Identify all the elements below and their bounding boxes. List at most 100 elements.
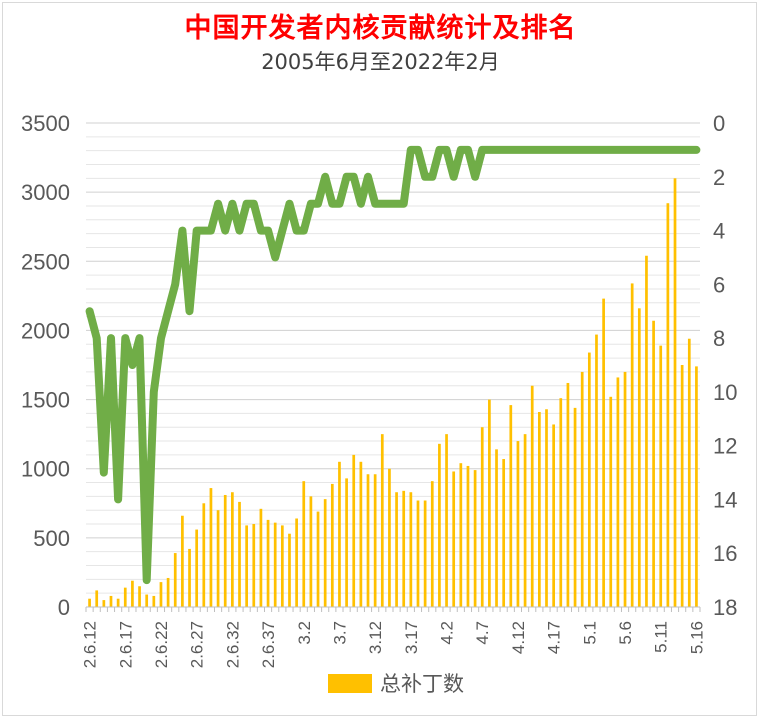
bar-patches (345, 478, 348, 607)
bar-patches (595, 334, 598, 607)
chart-subtitle: 2005年6月至2022年2月 (261, 50, 500, 74)
y-left-tick-label: 0 (58, 595, 70, 620)
bar-patches (138, 586, 141, 607)
bar-patches (395, 492, 398, 607)
bar-patches (338, 461, 341, 607)
bar-patches (231, 492, 234, 607)
bar-patches (637, 308, 641, 607)
x-tick-label: 3.7 (330, 621, 349, 645)
bar-patches (438, 443, 441, 607)
bar-patches (352, 454, 356, 607)
bar-patches (366, 474, 370, 607)
x-tick-label: 2.6.32 (223, 621, 242, 668)
y-right-tick-label: 14 (713, 487, 737, 512)
bar-patches (488, 399, 491, 607)
chart-title: 中国开发者内核贡献统计及排名 (184, 13, 577, 44)
bar-patches (409, 492, 413, 607)
bar-patches (402, 490, 406, 607)
bar-patches (473, 470, 477, 607)
bar-patches (88, 598, 91, 607)
bar-patches (316, 511, 320, 607)
bar-patches (102, 600, 106, 607)
x-tick-label: 3.17 (402, 621, 421, 654)
x-tick-label: 4.7 (473, 621, 492, 645)
y-left-tick-label: 1500 (21, 388, 70, 413)
bar-patches (166, 577, 170, 607)
bar-patches (587, 352, 591, 607)
bar-patches (273, 522, 277, 607)
bar-patches (380, 434, 384, 607)
bar-patches (123, 587, 127, 607)
bar-patches (552, 424, 555, 607)
bar-patches (223, 494, 227, 607)
bar-patches (416, 500, 420, 607)
bar-patches (131, 580, 134, 607)
legend-label-patches: 总补丁数 (380, 672, 464, 696)
x-tick-label: 3.2 (295, 621, 314, 645)
bar-patches (216, 510, 220, 607)
bar-patches (666, 203, 670, 607)
bar-patches (323, 499, 327, 607)
rank-line (85, 145, 701, 585)
bar-patches (280, 525, 284, 607)
x-tick-label: 2.6.37 (259, 621, 278, 668)
bar-patches (252, 524, 256, 607)
bar-patches (445, 434, 448, 607)
x-tick-label: 5.6 (616, 621, 635, 645)
bar-patches (509, 405, 513, 607)
bar-patches (330, 483, 334, 607)
bar-patches (373, 474, 377, 607)
y-right-tick-label: 12 (713, 434, 737, 459)
bar-patches (695, 366, 698, 607)
bar-patches (159, 582, 163, 607)
bar-patches (116, 598, 120, 607)
y-left-tick-label: 3500 (21, 111, 70, 136)
x-tick-label: 2.6.27 (188, 621, 207, 668)
bar-patches (195, 529, 199, 607)
legend-swatch-patches (328, 673, 372, 693)
bar-patches (430, 481, 434, 607)
bar-patches (623, 371, 627, 607)
bar-patches (523, 434, 527, 607)
x-tick-label: 5.1 (580, 621, 599, 645)
bar-patches (652, 320, 655, 607)
bar-patches (152, 595, 156, 607)
bar-patches (530, 385, 534, 607)
bar-patches (516, 441, 520, 607)
y-right-tick-label: 0 (713, 111, 725, 136)
bar-patches (288, 533, 291, 607)
y-right-tick-label: 10 (713, 380, 737, 405)
bar-patches (609, 396, 613, 607)
bar-patches (245, 525, 248, 607)
bar-patches (388, 468, 391, 607)
bar-patches (673, 178, 677, 608)
bar-patches (238, 501, 241, 607)
bar-patches (602, 298, 605, 607)
y-left-tick-label: 1000 (21, 457, 70, 482)
bar-patches (495, 449, 498, 607)
bar-patches (580, 371, 584, 607)
bar-patches (202, 503, 206, 607)
chart-legend: 总补丁数 (328, 668, 464, 698)
x-tick-label: 2.6.12 (81, 621, 100, 668)
y-right-tick-label: 16 (713, 541, 737, 566)
bar-patches (687, 338, 691, 607)
y-right-tick-label: 8 (713, 326, 725, 351)
x-tick-label: 2.6.17 (116, 621, 135, 668)
bar-patches (502, 459, 506, 607)
bar-patches (630, 283, 634, 607)
bar-patches (209, 488, 213, 607)
bar-patches (173, 553, 177, 607)
y-left-tick-label: 3000 (21, 180, 70, 205)
bar-patches (545, 409, 548, 607)
bar-patches (302, 481, 306, 607)
bar-patches (616, 377, 620, 607)
y-right-tick-label: 18 (713, 595, 737, 620)
y-right-tick-label: 6 (713, 272, 725, 297)
x-tick-label: 4.17 (545, 621, 564, 654)
bar-patches (480, 427, 484, 607)
bar-patches (188, 548, 191, 607)
bar-patches (145, 594, 149, 607)
x-tick-label: 3.12 (366, 621, 385, 654)
